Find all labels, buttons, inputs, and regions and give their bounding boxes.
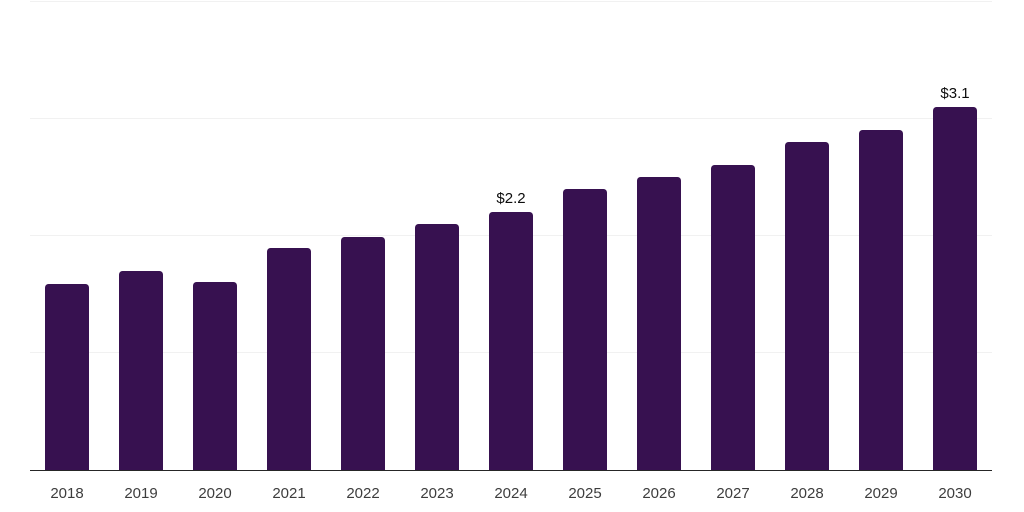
bar-2026 [637, 176, 681, 470]
bar-band-2020 [178, 1, 252, 470]
bar-2021 [267, 248, 311, 470]
bar-2027 [711, 165, 755, 470]
x-axis-label-2022: 2022 [346, 485, 380, 502]
bar-band-2019 [104, 1, 178, 470]
x-axis-tick-labels: 2018 2019 2020 2021 2022 2023 2024 2025 2026 2027… [30, 486, 992, 504]
bar-2018 [45, 283, 89, 470]
x-axis-line [30, 469, 992, 471]
bar-band-2022 [326, 1, 400, 470]
x-axis-label-2021: 2021 [272, 485, 306, 502]
bar-band-2027 [696, 1, 770, 470]
x-axis-label-2018: 2018 [50, 485, 84, 502]
x-axis-label-2026: 2026 [642, 485, 676, 502]
bar-2022 [341, 236, 385, 470]
bar-band-2028 [770, 1, 844, 470]
bar-2019 [119, 270, 163, 470]
bar-band-2030: $3.1 [918, 1, 992, 470]
x-axis-label-2028: 2028 [790, 485, 824, 502]
gridline-y-4 [30, 0, 992, 2]
plot-area: $2.2 $3.1 [30, 0, 992, 471]
bar-value-label-2030: $3.1 [940, 84, 970, 102]
bar-band-2024: $2.2 [474, 1, 548, 470]
bar-band-2029 [844, 1, 918, 470]
bar-band-2025 [548, 1, 622, 470]
x-axis-label-2019: 2019 [124, 485, 158, 502]
bar-2025 [563, 188, 607, 470]
x-axis-label-2025: 2025 [568, 485, 602, 502]
bar-band-2018 [30, 1, 104, 470]
bar-2024 [489, 212, 533, 470]
bar-band-2026 [622, 1, 696, 470]
bar-value-label-2024: $2.2 [496, 190, 526, 208]
bar-band-2023 [400, 1, 474, 470]
bar-band-2021 [252, 1, 326, 470]
bar-2029 [859, 129, 903, 470]
x-axis-label-2030: 2030 [938, 485, 972, 502]
x-axis-label-2029: 2029 [864, 485, 898, 502]
x-axis-label-2024: 2024 [494, 485, 528, 502]
x-axis-label-2027: 2027 [716, 485, 750, 502]
gridline-y-3 [30, 117, 992, 119]
bar-2020 [193, 282, 237, 470]
x-axis-label-2020: 2020 [198, 485, 232, 502]
x-axis-label-2023: 2023 [420, 485, 454, 502]
bar-2030 [933, 106, 977, 470]
bar-2023 [415, 223, 459, 470]
bar-2028 [785, 141, 829, 470]
